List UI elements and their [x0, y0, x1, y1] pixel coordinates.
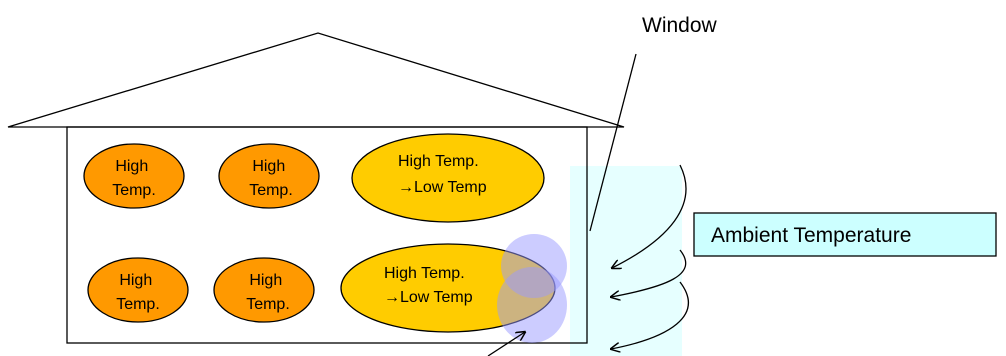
zone-bottom-middle-label: High Temp.	[246, 272, 290, 313]
ambient-temperature-label: Ambient Temperature	[711, 224, 911, 247]
zone-top-right	[351, 133, 545, 223]
zone-bottom-left-line2: Temp.	[116, 296, 160, 313]
zone-bottom-middle-line1: High	[249, 272, 282, 289]
zone-bottom-left	[87, 257, 189, 323]
cold-air-arrow-bottom	[611, 281, 689, 349]
window-label: Window	[642, 14, 718, 37]
house-roof	[7, 32, 625, 128]
cold-air-arrow-top	[612, 164, 687, 268]
zone-top-right-line1: High Temp.	[398, 153, 479, 170]
zone-bottom-middle	[213, 257, 315, 323]
zone-top-left-line1: High	[115, 158, 148, 175]
window-leader-line	[589, 53, 637, 232]
zone-top-middle	[218, 143, 320, 209]
zone-bottom-right-label: High Temp. →Low Temp	[384, 265, 473, 306]
zone-bottom-right-line1: High Temp.	[384, 265, 465, 282]
zone-bottom-right-line2: →Low Temp	[384, 289, 473, 306]
zone-bottom-left-label: High Temp.	[116, 272, 160, 313]
cold-air-arrow-middle	[611, 249, 687, 297]
zone-top-middle-line2: Temp.	[249, 182, 293, 199]
zone-top-middle-line1: High	[252, 158, 285, 175]
zone-bottom-middle-line2: Temp.	[246, 296, 290, 313]
zone-top-left-line2: Temp.	[112, 182, 156, 199]
zone-top-right-line2: →Low Temp	[398, 179, 487, 196]
zone-bottom-left-line1: High	[119, 272, 152, 289]
zone-top-middle-label: High Temp.	[249, 158, 293, 199]
cold-spot-pointer-arrow	[487, 332, 525, 356]
zone-top-right-label: High Temp. →Low Temp	[398, 153, 487, 196]
zone-top-left-label: High Temp.	[112, 158, 156, 199]
zone-top-left	[83, 143, 185, 209]
house-walls	[66, 126, 588, 344]
cold-spot-lower	[497, 267, 567, 343]
ambient-temperature-box	[693, 212, 997, 257]
